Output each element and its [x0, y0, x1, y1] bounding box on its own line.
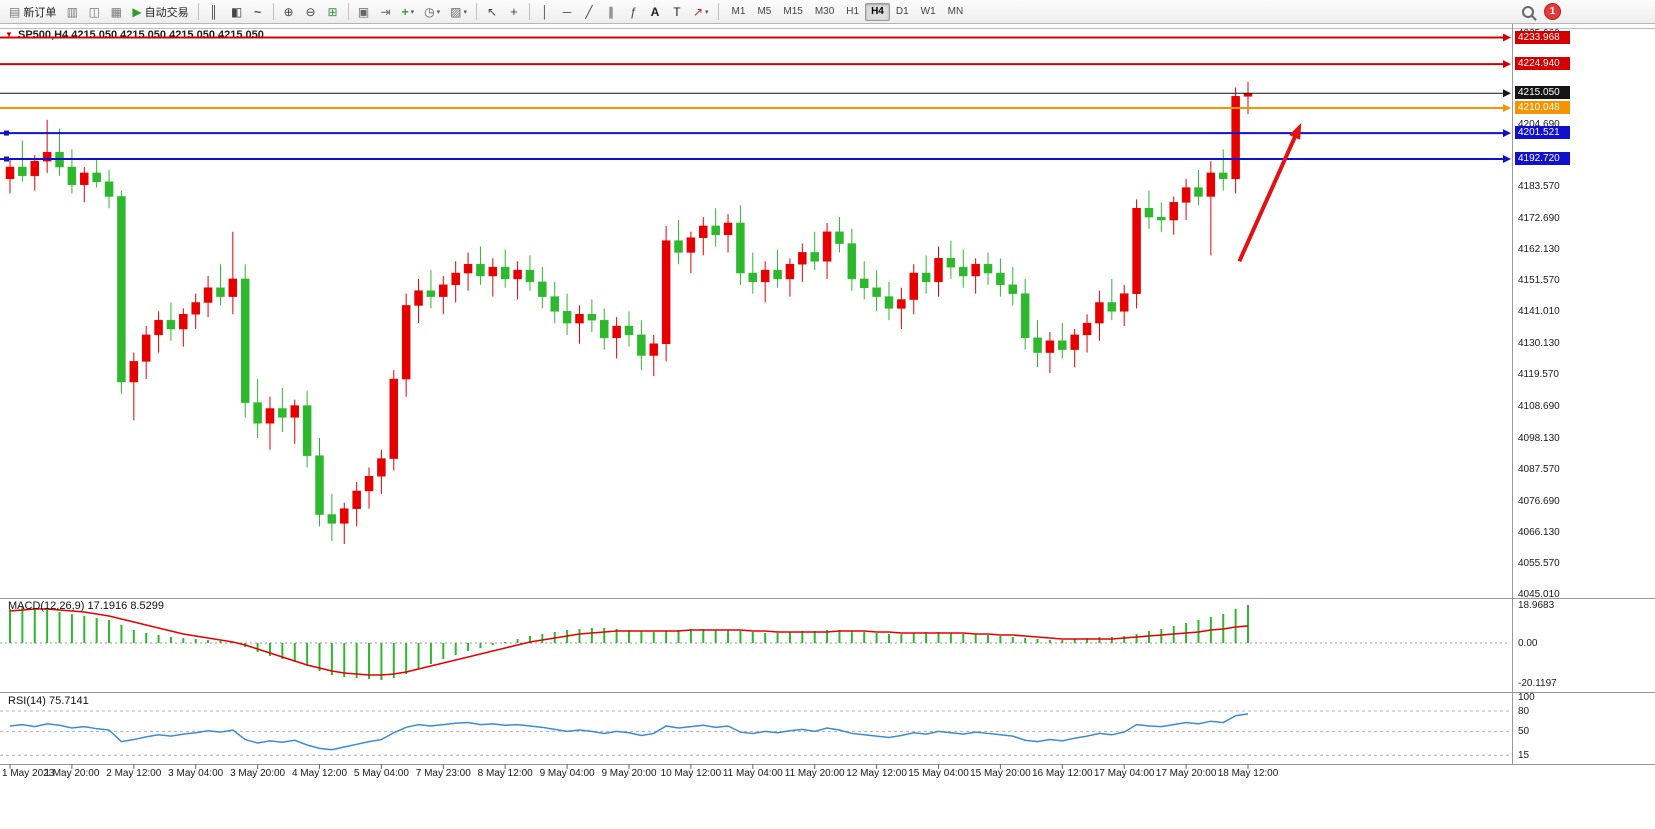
- dropdown-arrow-icon: ▾: [436, 8, 441, 16]
- arrange-windows-icon: ▣: [357, 4, 370, 19]
- terminal-icon: ▦: [110, 4, 123, 19]
- timeframe-m15[interactable]: M15: [777, 3, 808, 21]
- auto-trading-icon: ▶: [132, 4, 142, 19]
- bars-chart-button[interactable]: ║: [204, 2, 224, 22]
- navigator-icon: ◫: [88, 4, 101, 19]
- dropdown-arrow-icon: ▾: [705, 8, 709, 16]
- crosshair-icon: +: [510, 4, 518, 19]
- vline-tool-icon: │: [541, 4, 549, 19]
- label-tool-icon: T: [673, 4, 681, 19]
- text-tool-icon: A: [650, 4, 660, 19]
- timeframe-d1[interactable]: D1: [890, 3, 915, 21]
- channel-tool-icon: ∥: [607, 4, 614, 19]
- terminal-button[interactable]: ▦: [106, 2, 126, 22]
- arrange-windows-button[interactable]: ▣: [354, 2, 374, 22]
- notification-badge[interactable]: 1: [1544, 3, 1561, 20]
- time-axis[interactable]: [0, 764, 1512, 784]
- candles-chart-button[interactable]: ▮▯: [226, 2, 246, 22]
- ohlc-values: 4215.050 4215.050 4215.050 4215.050: [71, 29, 264, 41]
- timeframe-h1[interactable]: H1: [840, 3, 865, 21]
- timeframe-mn[interactable]: MN: [942, 3, 970, 21]
- bars-chart-icon: ║: [209, 4, 218, 19]
- toolbar-separator: [717, 3, 719, 20]
- cursor-icon: ↖: [486, 4, 497, 19]
- new-order-icon: ▤: [9, 4, 21, 19]
- dropdown-arrow-icon: ▾: [463, 8, 467, 16]
- toolbar-separator: [347, 3, 349, 20]
- timeframe-group: M1 M5 M15 M30 H1 H4 D1 W1 MN: [726, 2, 970, 21]
- toolbar-separator: [475, 3, 477, 20]
- charts-window-icon: ▥: [66, 4, 79, 19]
- line-chart-icon: ~: [254, 4, 262, 19]
- charts-window-button[interactable]: ▥: [62, 2, 82, 22]
- search-icon[interactable]: [1522, 5, 1534, 18]
- periods-icon: ◷: [424, 4, 435, 19]
- line-chart-button[interactable]: ~: [248, 2, 268, 22]
- symbol-marker-icon: ▼: [5, 30, 13, 39]
- timeframe-w1[interactable]: W1: [915, 3, 942, 21]
- arrows-tool-icon: ↗: [692, 4, 704, 19]
- auto-trading-button[interactable]: ▶ 自动交易: [128, 2, 192, 22]
- dropdown-arrow-icon: ▾: [410, 8, 415, 16]
- trendline-tool-icon: ╱: [585, 4, 593, 19]
- indicators-icon: +: [401, 4, 409, 19]
- timeframe-h4[interactable]: H4: [865, 2, 890, 21]
- label-tool-button[interactable]: T: [667, 2, 687, 22]
- hline-tool-icon: ─: [562, 4, 572, 19]
- zoom-out-button[interactable]: ⊖: [301, 2, 321, 22]
- chart-symbol-title: ▼ SP500,H4 4215.050 4215.050 4215.050 42…: [5, 29, 264, 41]
- toolbar-items: ▤ 新订单 ▥ ◫ ▦ ▶ 自动交易 ║ ▮▯ ~ ⊕ ⊖ ⊞ ▣ ⇥ + ▾ ◷ ▾ ▨ ▾ ↖ + │ ─ ╱ ∥ ƒ A T ↗ ▾ M1…: [4, 2, 969, 22]
- horizontal-line-tool-button[interactable]: ─: [557, 2, 577, 22]
- zoom-in-icon: ⊕: [283, 4, 294, 19]
- price-axis[interactable]: [1512, 24, 1655, 764]
- cursor-button[interactable]: ↖: [482, 2, 502, 22]
- chart-shift-icon: ⇥: [380, 4, 391, 19]
- indicators-button[interactable]: + ▾: [398, 2, 419, 22]
- main-toolbar: ▤ 新订单 ▥ ◫ ▦ ▶ 自动交易 ║ ▮▯ ~ ⊕ ⊖ ⊞ ▣ ⇥ + ▾ ◷ ▾ ▨ ▾ ↖ + │ ─ ╱ ∥ ƒ A T ↗ ▾ M1…: [0, 0, 1655, 24]
- new-order-button[interactable]: ▤ 新订单: [5, 2, 60, 22]
- crosshair-button[interactable]: +: [504, 2, 524, 22]
- text-tool-button[interactable]: A: [645, 2, 665, 22]
- periods-button[interactable]: ◷ ▾: [420, 2, 444, 22]
- channel-tool-button[interactable]: ∥: [601, 2, 621, 22]
- timeframe-m30[interactable]: M30: [809, 3, 840, 21]
- timeframe-m5[interactable]: M5: [751, 3, 777, 21]
- zoom-out-icon: ⊖: [305, 4, 316, 19]
- templates-icon: ▨: [450, 4, 462, 19]
- arrows-tool-button[interactable]: ↗ ▾: [689, 2, 713, 22]
- toolbar-right: 1: [1522, 3, 1561, 20]
- vertical-line-tool-button[interactable]: │: [535, 2, 555, 22]
- trendline-tool-button[interactable]: ╱: [579, 2, 599, 22]
- timeframe-m1[interactable]: M1: [726, 3, 752, 21]
- fibonacci-tool-button[interactable]: ƒ: [623, 2, 643, 22]
- chart-plot-area[interactable]: [0, 24, 1512, 764]
- toolbar-separator: [272, 3, 274, 20]
- toolbar-separator: [197, 3, 199, 20]
- candles-chart-icon: ▮▯: [230, 4, 242, 19]
- zoom-in-button[interactable]: ⊕: [279, 2, 299, 22]
- tile-windows-icon: ⊞: [327, 4, 338, 19]
- fibonacci-tool-icon: ƒ: [629, 4, 637, 19]
- navigator-button[interactable]: ◫: [84, 2, 104, 22]
- chart-shift-button[interactable]: ⇥: [376, 2, 396, 22]
- templates-button[interactable]: ▨ ▾: [446, 2, 471, 22]
- symbol-timeframe-label: SP500,H4: [17, 29, 69, 41]
- toolbar-separator: [528, 3, 530, 20]
- tile-windows-button[interactable]: ⊞: [323, 2, 343, 22]
